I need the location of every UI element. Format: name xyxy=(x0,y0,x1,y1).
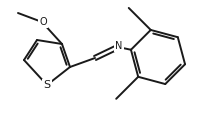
Text: S: S xyxy=(43,80,51,90)
Text: O: O xyxy=(39,17,47,27)
Text: N: N xyxy=(115,41,123,51)
